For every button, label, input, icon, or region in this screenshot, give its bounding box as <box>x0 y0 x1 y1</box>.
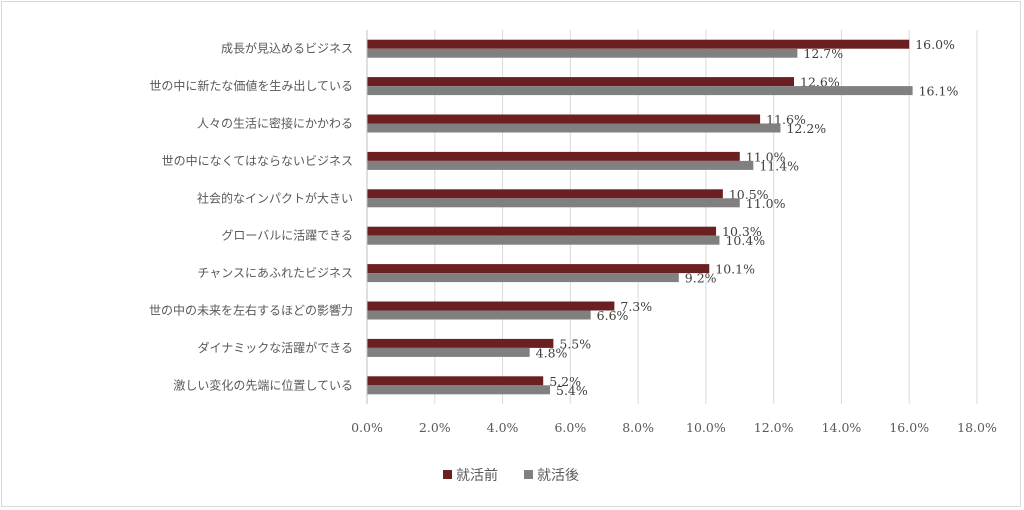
data-label: 4.8% <box>536 345 568 360</box>
category-label: グローバルに活躍できる <box>221 229 353 243</box>
bar-after <box>367 310 591 320</box>
data-label: 11.6% <box>766 112 806 127</box>
bar-after <box>367 160 754 170</box>
bar-before <box>367 114 761 124</box>
x-tick-label: 8.0% <box>622 420 654 435</box>
x-tick-label: 10.0% <box>686 420 726 435</box>
bar-after <box>367 385 550 395</box>
x-tick-label: 0.0% <box>351 420 383 435</box>
category-label: 世の中になくてはならないビジネス <box>162 153 353 168</box>
data-label: 16.0% <box>915 37 955 52</box>
category-label: 世の中の未来を左右するほどの影響力 <box>149 303 353 318</box>
data-label: 7.3% <box>620 299 652 314</box>
x-tick-label: 4.0% <box>487 420 519 435</box>
data-label: 5.2% <box>549 374 581 389</box>
data-label: 16.1% <box>919 84 959 99</box>
bar-before <box>367 151 740 161</box>
bar-before <box>367 77 794 87</box>
data-label: 12.2% <box>786 121 826 136</box>
axes: 成長が見込めるビジネス世の中に新たな価値を生み出している人々の生活に密接にかかわ… <box>149 30 997 435</box>
data-label: 12.6% <box>800 75 840 90</box>
bar-after <box>367 86 913 96</box>
category-label: ダイナミックな活躍ができる <box>197 340 353 355</box>
bar-before <box>367 264 710 274</box>
category-label: 世の中に新たな価値を生み出している <box>149 78 353 93</box>
data-label: 12.7% <box>803 46 843 61</box>
data-label: 11.4% <box>759 158 799 173</box>
legend-label-after: 就活後 <box>537 468 579 484</box>
data-label: 11.0% <box>746 149 786 164</box>
bar-after <box>367 235 720 245</box>
category-label: チャンスにあふれたビジネス <box>197 266 353 280</box>
x-tick-label: 18.0% <box>957 420 997 435</box>
data-label: 10.4% <box>725 233 765 248</box>
category-label: 成長が見込めるビジネス <box>221 41 353 56</box>
bar-before <box>367 301 615 311</box>
bar-before <box>367 338 554 348</box>
bar-after <box>367 48 798 58</box>
data-label: 6.6% <box>597 308 629 323</box>
x-tick-label: 12.0% <box>754 420 794 435</box>
category-label: 社会的なインパクトが大きい <box>197 190 353 205</box>
data-label: 10.5% <box>729 187 769 202</box>
bar-before <box>367 189 723 199</box>
x-tick-label: 16.0% <box>889 420 929 435</box>
data-label: 11.0% <box>746 196 786 211</box>
data-label: 10.1% <box>715 262 755 277</box>
legend: 就活前 就活後 <box>443 467 579 484</box>
x-tick-label: 6.0% <box>554 420 586 435</box>
x-tick-label: 2.0% <box>419 420 451 435</box>
x-tick-label: 14.0% <box>822 420 862 435</box>
data-label: 9.2% <box>685 271 717 286</box>
data-label: 5.4% <box>556 383 588 398</box>
bar-after <box>367 123 781 133</box>
bar-after <box>367 347 530 357</box>
legend-swatch-after <box>524 470 533 479</box>
bars: 16.0%12.6%11.6%11.0%10.5%10.3%10.1%7.3%5… <box>367 37 958 398</box>
bar-before <box>367 226 717 236</box>
legend-label-before: 就活前 <box>456 467 498 484</box>
data-label: 10.3% <box>722 224 762 239</box>
bar-before <box>367 376 544 386</box>
bar-before <box>367 39 910 49</box>
category-label: 激しい変化の先端に位置している <box>173 377 353 392</box>
data-label: 5.5% <box>559 336 591 351</box>
bar-after <box>367 198 740 208</box>
category-label: 人々の生活に密接にかかわる <box>197 116 353 131</box>
legend-swatch-before <box>443 470 452 479</box>
bar-after <box>367 273 679 283</box>
